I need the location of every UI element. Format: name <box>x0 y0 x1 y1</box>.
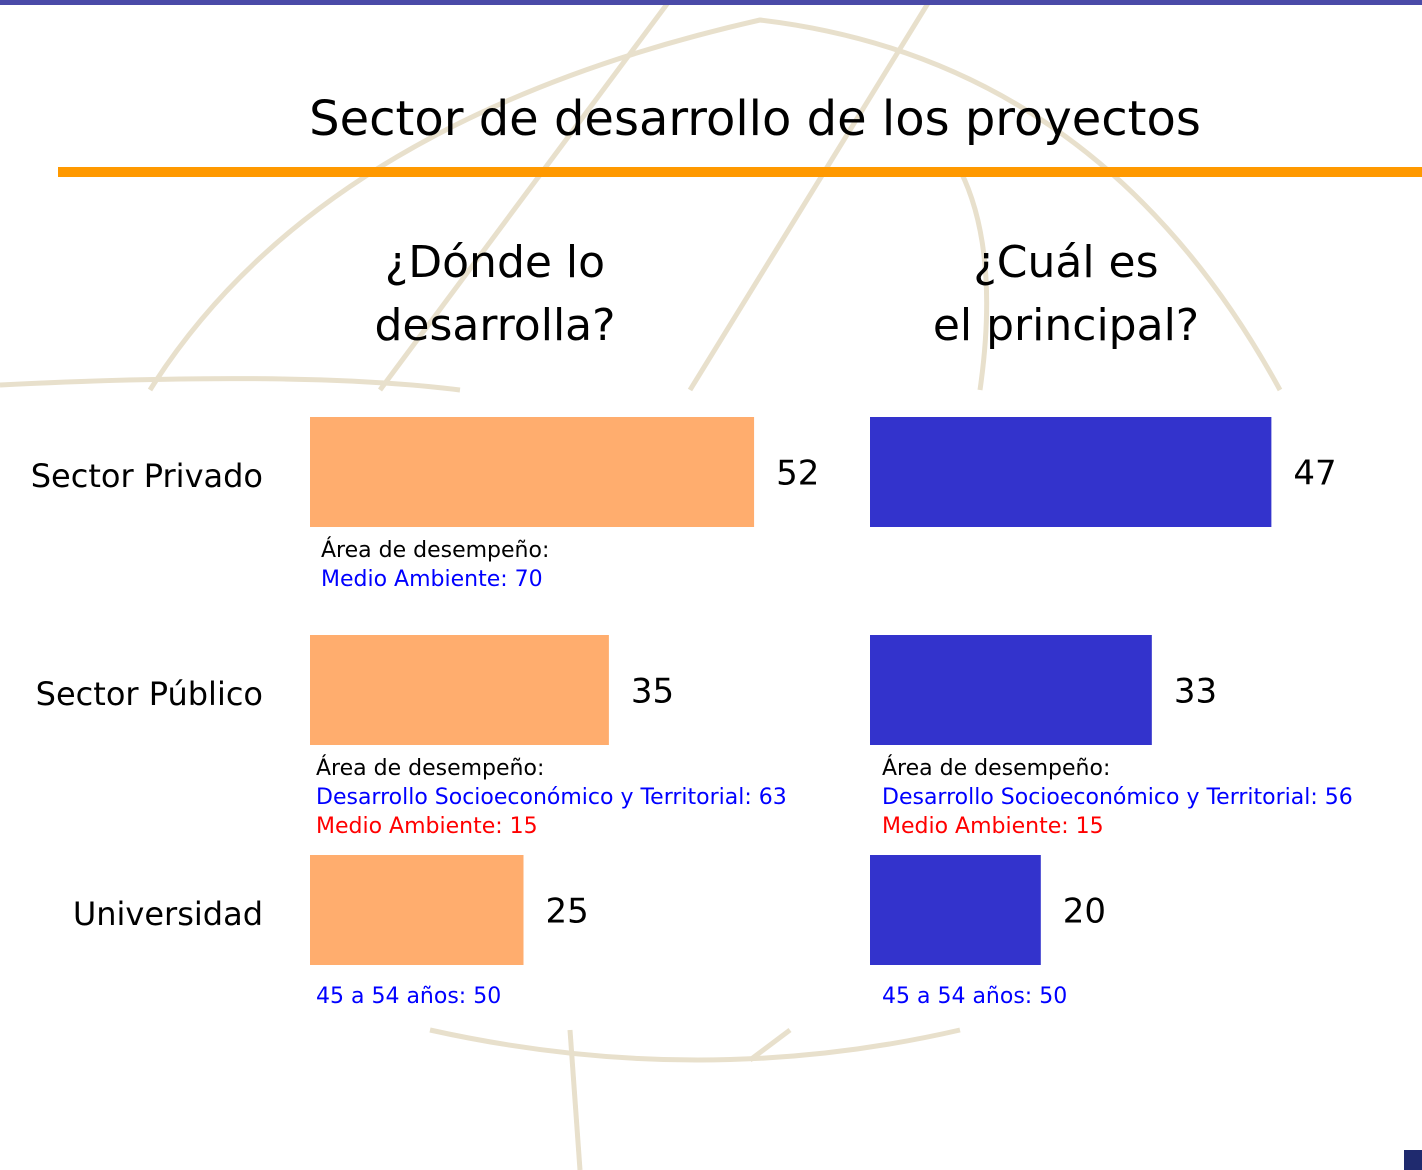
annotation: Área de desempeño: <box>316 755 544 781</box>
corner-mark <box>1404 1150 1422 1170</box>
value-label: 47 <box>1293 454 1336 494</box>
series-title: ¿Dónde lo desarrolla? <box>374 237 615 351</box>
annotation: Área de desempeño: <box>321 537 549 563</box>
series-title-line: ¿Cuál es <box>973 237 1158 288</box>
value-label: 33 <box>1174 672 1217 712</box>
series-title-line: ¿Dónde lo <box>385 237 605 288</box>
value-label: 35 <box>631 672 674 712</box>
bar <box>310 855 524 965</box>
series-title-line: desarrolla? <box>374 300 615 351</box>
globe-line <box>748 1028 792 1062</box>
globe-arc <box>147 17 1283 392</box>
category-label: Universidad <box>73 895 263 933</box>
annotation: Área de desempeño: <box>882 755 1110 781</box>
globe-decoration <box>0 0 1283 1170</box>
annotation: Medio Ambiente: 15 <box>316 814 538 839</box>
globe-line <box>567 1029 583 1170</box>
series-title-line: el principal? <box>933 300 1199 351</box>
value-label: 52 <box>776 454 819 494</box>
title-underline <box>58 167 1422 177</box>
series-title: ¿Cuál es el principal? <box>933 237 1199 351</box>
category-label: Sector Privado <box>31 457 263 495</box>
bar <box>870 417 1272 527</box>
bar <box>310 635 609 745</box>
bar <box>870 635 1152 745</box>
bar <box>870 855 1041 965</box>
globe-arc <box>429 1027 961 1063</box>
bar <box>310 417 755 527</box>
globe-arc <box>0 376 461 393</box>
annotation: Medio Ambiente: 70 <box>321 567 543 592</box>
annotation: 45 a 54 años: 50 <box>882 984 1067 1009</box>
annotation: Medio Ambiente: 15 <box>882 814 1104 839</box>
annotation: Desarrollo Socioeconómico y Territorial:… <box>316 785 787 810</box>
top-border <box>0 0 1422 5</box>
annotation: 45 a 54 años: 50 <box>316 984 501 1009</box>
chart-title: Sector de desarrollo de los proyectos <box>309 91 1201 147</box>
category-label: Sector Público <box>36 675 263 713</box>
globe-line <box>687 0 933 392</box>
annotation: Desarrollo Socioeconómico y Territorial:… <box>882 785 1353 810</box>
globe-line <box>957 168 990 391</box>
value-label: 20 <box>1063 892 1106 932</box>
value-label: 25 <box>546 892 589 932</box>
globe-line <box>377 0 673 392</box>
